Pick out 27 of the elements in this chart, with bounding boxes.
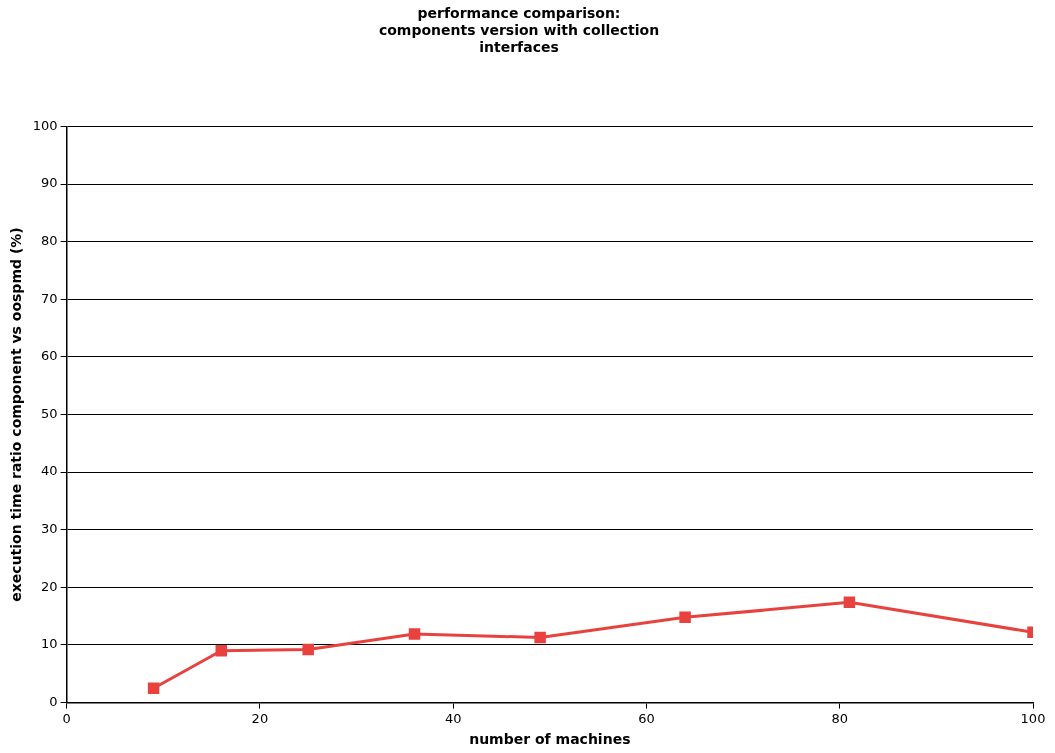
y-tick-label: 100: [32, 117, 58, 133]
y-tick-label: 90: [41, 175, 58, 191]
x-tick-label: 0: [62, 710, 71, 726]
x-axis-title: number of machines: [469, 731, 631, 748]
point: [408, 628, 421, 640]
chart-title: performance comparison: components version with collection interfaces: [378, 5, 660, 55]
y-tick-label: 60: [41, 348, 58, 364]
x-tick-label: 40: [444, 710, 462, 726]
y-tick-label: 80: [41, 233, 58, 249]
x-tick-label: 100: [1020, 710, 1046, 726]
x-tick-label: 20: [251, 710, 269, 726]
y-tick-label: 40: [41, 463, 58, 479]
y-axis-title: execution time ratio component vs oospmd (%): [8, 227, 25, 602]
y-tick-label: 30: [41, 521, 58, 537]
point: [147, 682, 160, 694]
y-tick-label: 70: [41, 290, 58, 306]
y-tick-label: 20: [41, 578, 58, 594]
y-tick-label: 10: [41, 636, 58, 652]
y-tick-label: 0: [49, 693, 58, 709]
y-tick-label: 50: [41, 405, 58, 421]
point: [534, 631, 546, 644]
x-tick-label: 60: [638, 710, 655, 726]
point: [215, 645, 227, 657]
point: [302, 643, 314, 656]
x-tick-label: 80: [831, 710, 848, 726]
point: [679, 611, 691, 624]
point: [843, 596, 856, 609]
